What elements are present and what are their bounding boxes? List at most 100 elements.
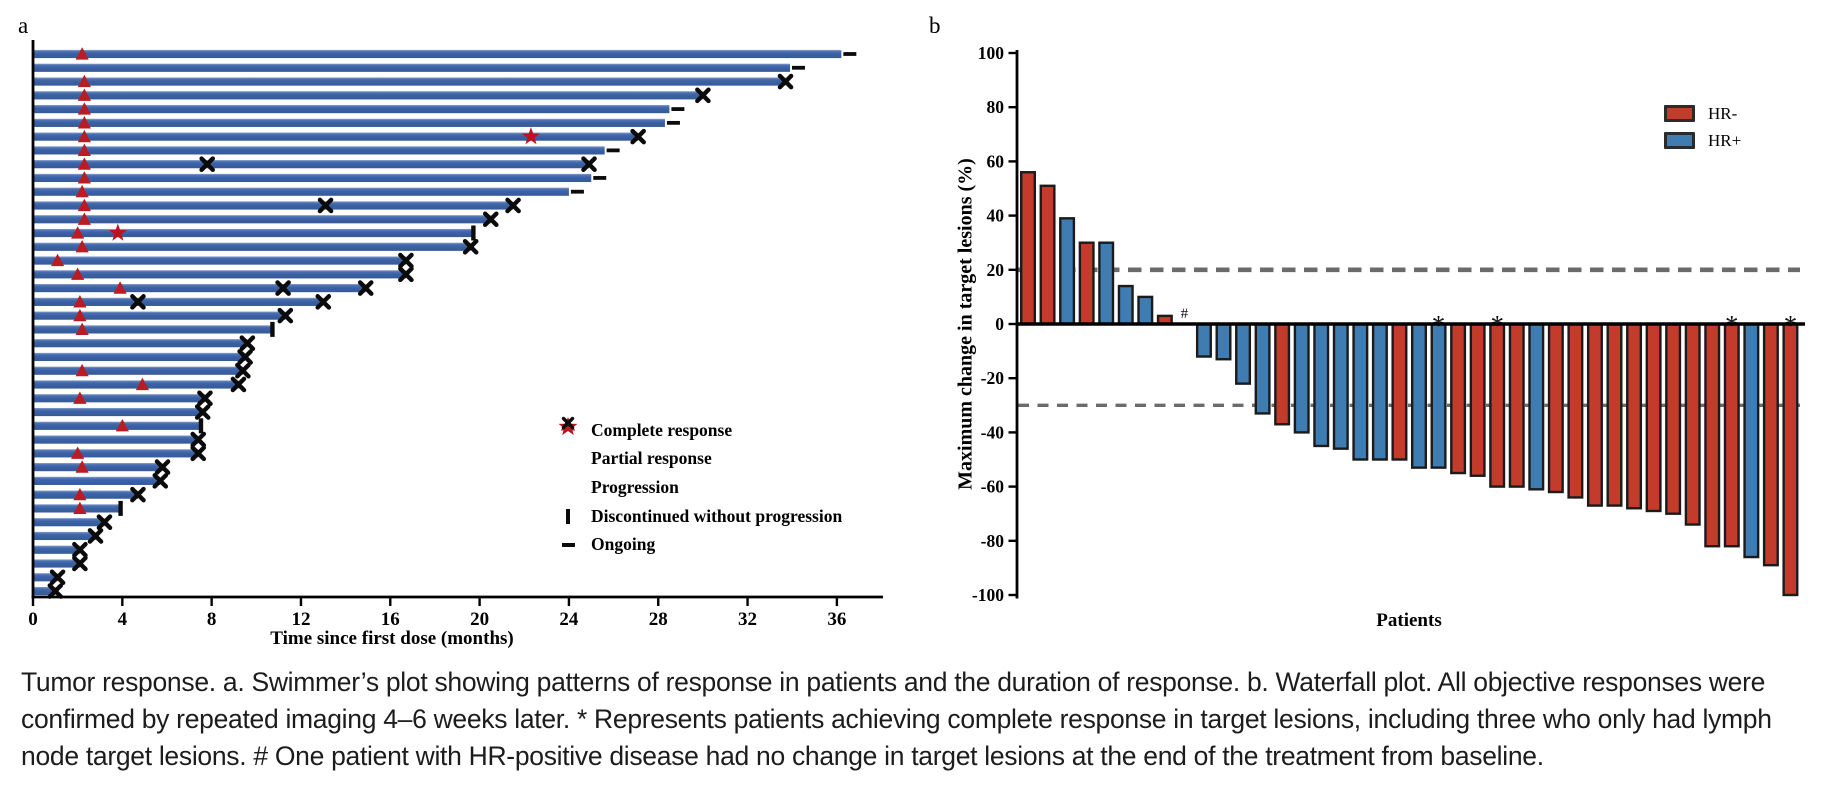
- legend-label: Complete response: [591, 419, 733, 440]
- progression-x-marker: [482, 211, 499, 228]
- partial-response-marker: [77, 102, 91, 115]
- progression-x-marker: [154, 459, 171, 475]
- progression-x-marker: [462, 238, 479, 255]
- progression-x-marker: [194, 404, 211, 420]
- discontinued-marker: [270, 321, 275, 337]
- legend-label: HR-: [1708, 103, 1738, 123]
- progression-x-marker: [190, 445, 207, 462]
- waterfall-bar: [1508, 322, 1525, 488]
- progression-x-marker: [72, 555, 88, 572]
- legend-item-ongoing: Ongoing: [553, 530, 842, 559]
- progression-x-marker: [49, 569, 66, 586]
- ongoing-dash-marker: [671, 107, 685, 111]
- waterfall-bar: [1684, 322, 1701, 526]
- waterfall-bar: [1567, 322, 1584, 499]
- y-tick-label: 80: [987, 97, 1005, 117]
- legend-item-discontinued: Discontinued without progression: [553, 502, 842, 531]
- partial-response-marker: [73, 391, 87, 404]
- progression-x-marker: [87, 528, 104, 544]
- progression-x-marker: [695, 87, 711, 104]
- waterfall-bar: [1762, 322, 1779, 567]
- partial-response-marker: [77, 171, 91, 184]
- progression-x-marker: [777, 73, 794, 90]
- waterfall-bar: [1469, 322, 1486, 477]
- x-tick-label: 4: [118, 609, 128, 630]
- waterfall-bar: [1098, 241, 1115, 326]
- progression-x-marker: [130, 294, 146, 310]
- waterfall-bar: [1039, 184, 1056, 326]
- caption-line: Tumor response. a. Swimmer’s plot showin…: [21, 667, 1766, 697]
- swimmer-bar: [33, 228, 473, 238]
- waterfall-legend: HR- HR+: [1664, 100, 1741, 154]
- figure-caption: Tumor response. a. Swimmer’s plot showin…: [21, 664, 1827, 775]
- swimmer-bar: [33, 91, 703, 100]
- waterfall-bar: [1450, 322, 1467, 475]
- swimmer-plot: 0 4 8 12 16 20 24 28 32 36: [28, 40, 883, 630]
- progression-x-marker: [197, 390, 213, 407]
- x-tick-label: 12: [291, 609, 310, 630]
- partial-response-marker: [73, 487, 87, 501]
- progression-x-marker: [190, 431, 207, 448]
- waterfall-bar: [1411, 322, 1428, 469]
- ongoing-dash-marker: [666, 120, 680, 125]
- complete-response-marker: [108, 223, 127, 241]
- waterfall-bar: [1059, 217, 1076, 326]
- ongoing-dash-marker: [791, 65, 805, 70]
- partial-response-marker: [77, 157, 91, 170]
- y-tick-label: -80: [981, 531, 1005, 551]
- hr-positive-swatch: [1664, 132, 1695, 149]
- swimmer-bar: [33, 270, 406, 279]
- waterfall-bar: [1489, 322, 1506, 488]
- legend-label: Discontinued without progression: [591, 505, 843, 526]
- partial-response-marker: [75, 322, 89, 335]
- progression-x-marker: [275, 280, 291, 296]
- partial-response-marker: [77, 198, 91, 212]
- legend-label: Progression: [591, 476, 679, 497]
- hr-negative-swatch: [1664, 105, 1695, 122]
- waterfall-bar: [1704, 322, 1721, 548]
- legend-item-complete-response: Complete response: [553, 416, 842, 445]
- x-tick-label: 0: [28, 609, 38, 630]
- swimmer-bar: [33, 573, 58, 582]
- waterfall-bar: [1547, 322, 1564, 494]
- ongoing-dash-marker: [593, 176, 607, 180]
- progression-x-marker: [398, 252, 414, 269]
- partial-response-marker: [77, 129, 91, 143]
- swimmer-bar: [33, 407, 203, 417]
- legend-label: HR+: [1708, 130, 1742, 150]
- progression-x-marker: [315, 294, 332, 310]
- swimmer-bar: [33, 531, 96, 541]
- caption-line: node target lesions. # One patient with …: [21, 741, 1544, 771]
- swimmer-bar: [33, 394, 205, 403]
- discontinued-tick-icon: [553, 508, 583, 524]
- swimmer-bar: [33, 256, 406, 265]
- y-tick-label: 100: [978, 43, 1005, 63]
- progression-x-marker: [277, 307, 294, 324]
- swimmer-bar: [33, 160, 590, 169]
- partial-response-marker: [115, 418, 129, 432]
- waterfall-bar: [1019, 171, 1036, 326]
- partial-response-marker: [75, 47, 89, 60]
- waterfall-y-axis-label: Maximum change in target lesions (%): [954, 158, 977, 490]
- swimmer-bar: [33, 545, 80, 554]
- progression-x-marker: [398, 266, 414, 283]
- progression-x-marker: [237, 349, 253, 365]
- swimmer-bar: [33, 380, 239, 389]
- legend-item-hr-positive: HR+: [1664, 127, 1741, 154]
- waterfall-bar: [1117, 284, 1134, 326]
- progression-x-marker: [317, 197, 334, 214]
- swimmer-bar: [33, 352, 246, 362]
- y-tick-label: 60: [987, 151, 1005, 171]
- swimmer-bar: [33, 311, 286, 320]
- swimmer-bar: [33, 77, 786, 86]
- waterfall-bar: [1782, 322, 1799, 597]
- swimmer-bar: [33, 187, 569, 196]
- ongoing-dash-icon: [553, 542, 583, 547]
- waterfall-bar: [1645, 322, 1662, 513]
- waterfall-bar: [1723, 322, 1740, 548]
- swimmer-bar: [33, 518, 105, 527]
- waterfall-x-axis-label: Patients: [1376, 610, 1442, 631]
- no-change-hash-annotation: #: [1181, 306, 1189, 322]
- swimmer-bar: [33, 215, 491, 224]
